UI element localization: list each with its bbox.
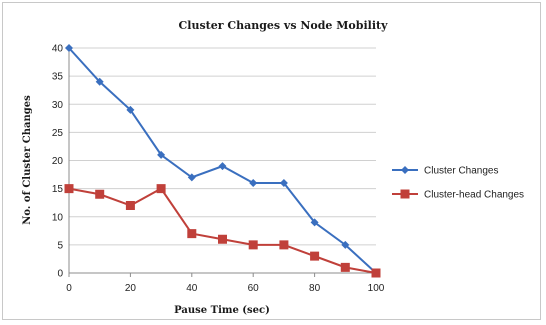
x-tick-label-20: 20 xyxy=(125,283,137,294)
series-line-cluster-head-changes xyxy=(68,187,377,274)
chart-title: Cluster Changes vs Node Mobility xyxy=(179,19,389,32)
point-cluster-changes-50 xyxy=(218,162,227,171)
y-tick-label-0: 0 xyxy=(57,269,63,280)
y-tick-label-40: 40 xyxy=(52,44,64,55)
y-axis-title: No. of Cluster Changes xyxy=(22,95,33,225)
legend-label-cluster-head-changes: Cluster-head Changes xyxy=(424,190,524,201)
point-cluster-changes-30 xyxy=(157,150,166,159)
point-cluster-changes-60 xyxy=(249,179,258,187)
y-tick-label-5: 5 xyxy=(57,240,63,251)
x-tick-label-0: 0 xyxy=(66,283,72,294)
series-group xyxy=(64,44,381,278)
y-tick-label-30: 30 xyxy=(52,100,64,111)
x-tick-label-100: 100 xyxy=(368,283,385,294)
x-tick-label-80: 80 xyxy=(309,283,321,294)
x-tick-label-60: 60 xyxy=(248,283,260,294)
point-cluster-head-changes-40 xyxy=(187,229,197,239)
point-cluster-head-changes-60 xyxy=(248,240,258,250)
point-cluster-head-changes-90 xyxy=(340,262,350,272)
legend-marker-cluster-head-changes xyxy=(400,189,410,199)
point-cluster-head-changes-20 xyxy=(125,201,135,210)
axes xyxy=(68,48,377,277)
point-cluster-head-changes-0 xyxy=(64,184,74,194)
point-cluster-changes-90 xyxy=(341,240,350,249)
point-cluster-changes-70 xyxy=(279,179,288,187)
point-cluster-changes-0 xyxy=(65,44,73,52)
point-cluster-head-changes-50 xyxy=(218,234,227,244)
legend: Cluster Changes Cluster-head Changes xyxy=(392,166,524,201)
y-tick-label-25: 25 xyxy=(52,128,64,139)
point-cluster-changes-40 xyxy=(187,173,196,182)
point-cluster-head-changes-80 xyxy=(310,251,320,261)
point-cluster-changes-10 xyxy=(95,77,104,86)
y-tick-label-20: 20 xyxy=(52,156,64,167)
x-tick-labels: 0 20 40 60 80 100 xyxy=(66,283,385,294)
legend-label-cluster-changes: Cluster Changes xyxy=(424,166,498,177)
y-tick-labels: 0 5 10 15 20 25 30 35 40 xyxy=(52,44,64,280)
point-cluster-changes-20 xyxy=(126,105,135,114)
gridlines xyxy=(69,47,376,246)
y-tick-label-10: 10 xyxy=(52,212,64,223)
point-cluster-head-changes-100 xyxy=(371,268,381,278)
point-cluster-head-changes-70 xyxy=(279,240,289,250)
x-tick-label-40: 40 xyxy=(186,283,198,294)
y-tick-label-35: 35 xyxy=(52,72,64,83)
x-axis-title: Pause Time (sec) xyxy=(174,305,270,316)
point-cluster-head-changes-10 xyxy=(95,189,105,199)
y-tick-label-15: 15 xyxy=(52,184,64,195)
legend-marker-cluster-changes xyxy=(401,166,409,174)
point-cluster-head-changes-30 xyxy=(156,184,166,194)
point-cluster-changes-80 xyxy=(310,218,319,227)
